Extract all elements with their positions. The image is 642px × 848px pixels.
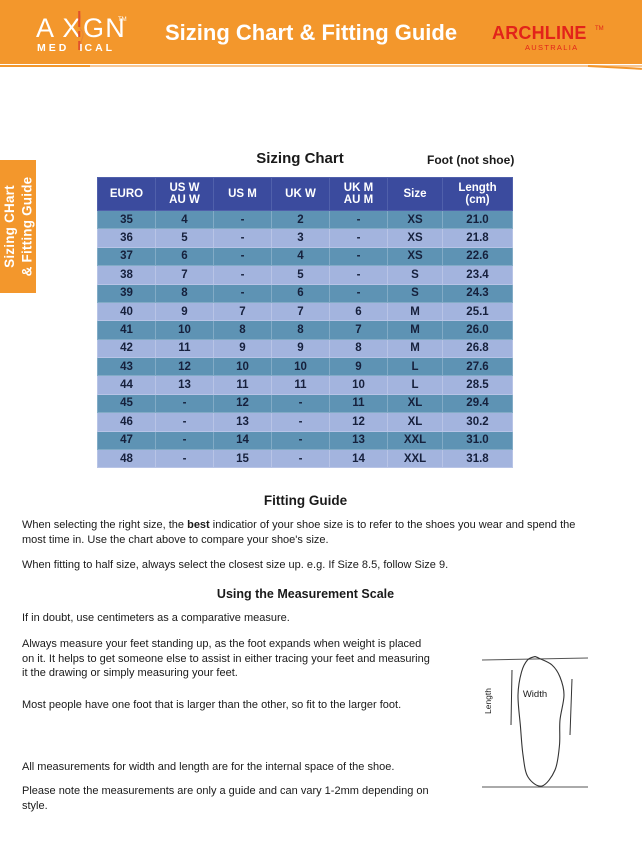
svg-text:Length: Length [483, 688, 493, 714]
svg-text:I: I [80, 42, 83, 54]
svg-text:A X: A X [36, 13, 82, 43]
svg-text:MED: MED [37, 42, 69, 54]
svg-text:ARCHLINE: ARCHLINE [492, 23, 587, 43]
svg-text:TM: TM [118, 17, 127, 23]
svg-text:Width: Width [523, 689, 547, 700]
svg-text:TM: TM [595, 26, 604, 32]
svg-text:AUSTRALIA: AUSTRALIA [525, 43, 578, 52]
svg-text:CAL: CAL [85, 42, 116, 54]
